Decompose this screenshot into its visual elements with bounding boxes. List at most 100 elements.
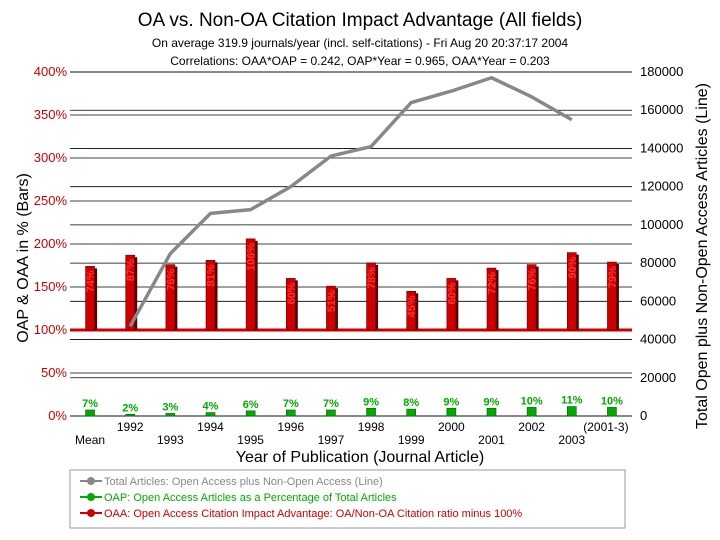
x-tick-label: Mean [75, 433, 105, 447]
total-articles-line [128, 75, 573, 328]
oap-bar [406, 408, 417, 417]
oaa-bar-shadow [576, 254, 579, 330]
legend-total-text: Total Articles: Open Access plus Non-Ope… [104, 476, 383, 488]
left-tick-label: 400% [34, 64, 68, 79]
x-tick-label: 1995 [237, 433, 264, 447]
oaa-data-label: 81% [206, 264, 218, 286]
oap-data-label: 10% [601, 395, 623, 407]
oap-data-label: 6% [243, 399, 259, 411]
total-line [128, 75, 573, 328]
oaa-data-label: 87% [125, 259, 137, 281]
x-tick-label: 1997 [318, 433, 345, 447]
oaa-data-label: 51% [326, 290, 338, 312]
x-tick-label: 1993 [157, 433, 184, 447]
oaa-bar-shadow [255, 240, 258, 330]
oaa-bar-shadow [536, 266, 539, 330]
oap-bar [607, 407, 617, 417]
x-tick-label: 2003 [558, 433, 585, 447]
y2-axis-label: Total Open plus Non-Open Access Articles… [694, 83, 711, 429]
oap-data-label: 10% [521, 395, 543, 407]
oap-data-label: 3% [162, 401, 178, 413]
oap-bar [366, 407, 376, 417]
oaa-bar-shadow [94, 268, 98, 330]
oap-bar [326, 409, 336, 417]
oaa-data-labels: 74% 87% 76% 81% 106% 60% 51% 78% 45% 60% 72% 76% 90%… [85, 243, 619, 318]
oap-bar [85, 409, 95, 417]
right-tick-label: 180000 [640, 64, 683, 79]
x-tick-label: 1996 [277, 420, 304, 434]
oaa-bar-shadow [134, 257, 138, 330]
right-tick-label: 40000 [640, 332, 676, 347]
oaa-bar-shadow [215, 262, 218, 330]
oaa-data-label: 78% [366, 267, 378, 289]
left-tick-label: 150% [34, 279, 68, 294]
oaa-bar-shadow [616, 264, 619, 330]
oap-data-label: 9% [363, 396, 379, 408]
x-tick-label: (2001-3) [583, 420, 628, 434]
oaa-data-label: 76% [527, 268, 539, 290]
right-axis-ticks: 0 20000 40000 60000 80000 100000 120000 140000 1… [640, 64, 683, 423]
right-tick-label: 160000 [640, 102, 683, 117]
right-tick-label: 100000 [640, 217, 683, 232]
x-axis-ticks: Mean 1992 1993 1994 1995 1996 1997 1998 1999 2000… [75, 420, 629, 447]
oaa-bar-shadow [335, 288, 338, 330]
left-tick-label: 0% [48, 408, 67, 423]
oaa-data-label: 90% [567, 256, 579, 278]
left-tick-label: 250% [34, 193, 68, 208]
legend: Total Articles: Open Access plus Non-Ope… [69, 469, 626, 529]
oaa-bars [85, 238, 619, 331]
oaa-bar-shadow [455, 280, 459, 330]
right-tick-label: 60000 [640, 293, 676, 308]
y-axis-label: OAP & OAA in % (Bars) [15, 173, 32, 343]
oaa-data-label: 60% [286, 282, 298, 304]
oap-data-label: 2% [122, 402, 138, 414]
x-tick-label: 2000 [438, 420, 465, 434]
oaa-bar-shadow [295, 280, 298, 330]
oap-data-label: 9% [484, 396, 500, 408]
x-tick-label: 1999 [398, 433, 425, 447]
left-tick-label: 50% [41, 365, 67, 380]
oaa-data-label: 72% [487, 272, 499, 294]
x-axis-label: Year of Publication (Journal Article) [236, 449, 484, 466]
right-tick-label: 0 [640, 408, 647, 423]
oap-bar [165, 413, 176, 417]
oaa-bar-shadow [415, 293, 419, 330]
chart-correlations: Correlations: OAA*OAP = 0.242, OAP*Year … [170, 54, 550, 68]
oap-bar [205, 412, 216, 417]
oap-bar [245, 410, 256, 417]
oap-bars [85, 406, 617, 417]
oaa-data-label: 74% [85, 270, 97, 292]
oaa-bar-shadow [174, 266, 178, 330]
x-tick-label: 2001 [478, 433, 505, 447]
left-tick-label: 350% [34, 107, 68, 122]
oap-data-label: 7% [323, 398, 339, 410]
x-tick-label: 1994 [197, 420, 224, 434]
chart-subtitle: On average 319.9 journals/year (incl. se… [152, 36, 569, 50]
oap-bar [285, 409, 296, 417]
oap-bar [526, 407, 537, 417]
x-tick-label: 2002 [518, 420, 545, 434]
oap-bar [486, 407, 497, 417]
legend-oap-text: OAP: Open Access Articles as a Percentag… [104, 492, 397, 504]
oap-data-label: 11% [561, 395, 583, 407]
left-tick-label: 100% [34, 322, 68, 337]
oap-data-label: 8% [403, 397, 419, 409]
legend-oaa-text: OAA: Open Access Citation Impact Advanta… [104, 508, 522, 520]
oap-data-label: 7% [82, 398, 98, 410]
oaa-bar-shadow [496, 270, 499, 330]
right-tick-label: 80000 [640, 255, 676, 270]
legend-oaa-swatch-dot [87, 509, 95, 517]
oap-bar [125, 413, 136, 417]
gridlines [70, 71, 632, 417]
left-tick-label: 300% [34, 150, 68, 165]
right-tick-label: 120000 [640, 179, 683, 194]
legend-oap-swatch-dot [87, 493, 95, 501]
chart-title: OA vs. Non-OA Citation Impact Advantage … [138, 10, 583, 31]
right-tick-label: 20000 [640, 370, 676, 385]
legend-box [69, 469, 626, 529]
oap-data-label: 9% [443, 396, 459, 408]
left-axis-ticks: 0% 50% 100% 150% 200% 250% 300% 350% 400% [34, 64, 68, 423]
legend-total-swatch-dot [87, 477, 95, 485]
oaa-data-label: 60% [446, 282, 458, 304]
